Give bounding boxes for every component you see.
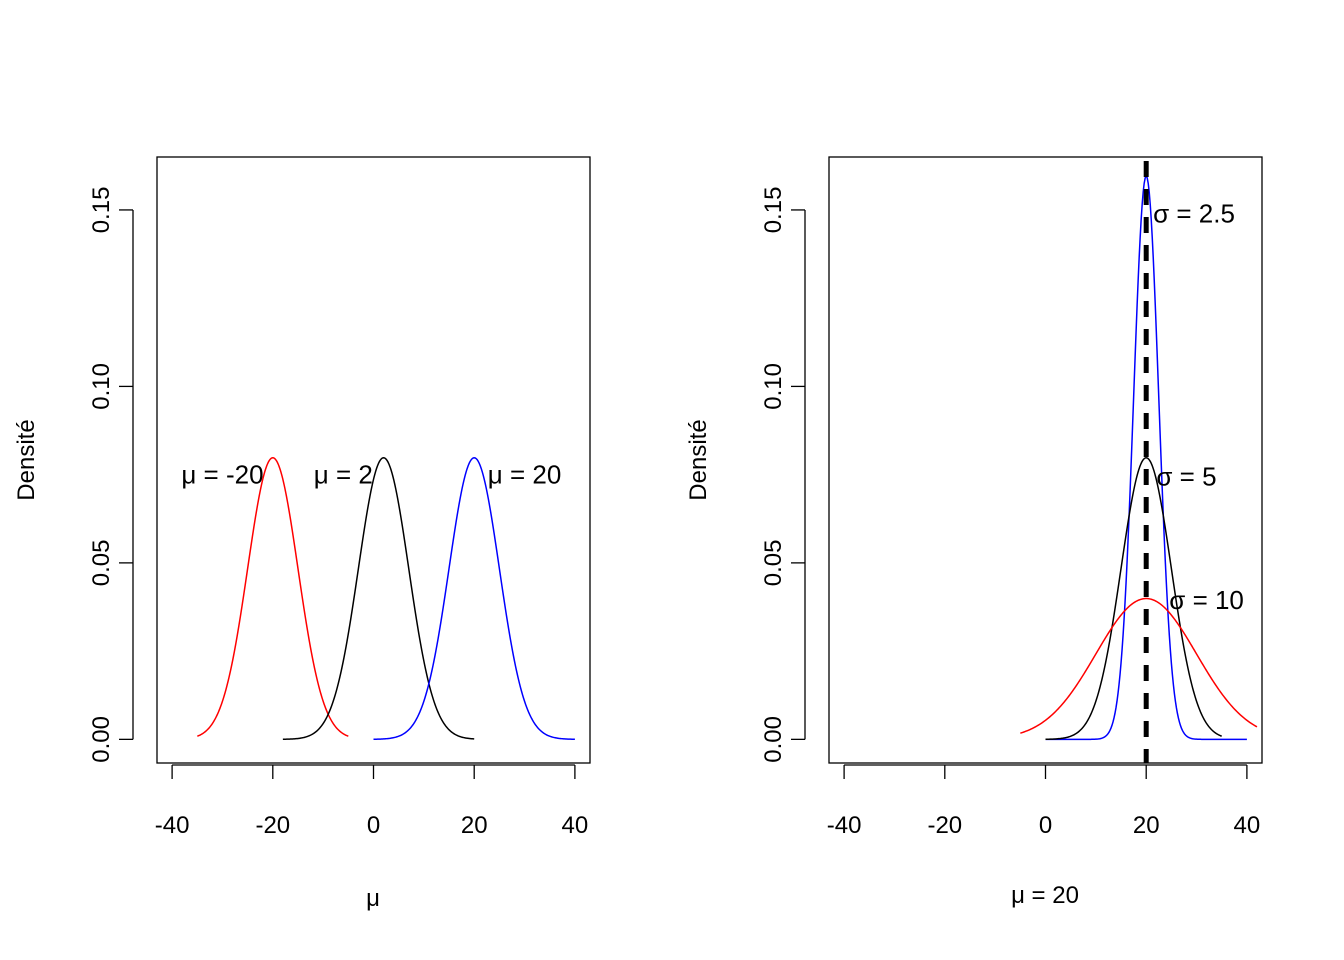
right-x-axis: -40 -20 0 20 40 xyxy=(827,764,1261,839)
density-curve xyxy=(373,456,575,741)
density-curve xyxy=(282,456,475,741)
x-tick-label: 40 xyxy=(562,812,589,839)
curve-annotation: σ = 2.5 xyxy=(1153,198,1235,228)
left-annotations: μ = -20 μ = 2 μ = 20 xyxy=(181,460,561,490)
left-curves xyxy=(197,456,575,741)
left-x-axis: -40 -20 0 20 40 xyxy=(155,764,589,839)
y-tick-label: 0.00 xyxy=(88,716,115,763)
x-tick-label: -40 xyxy=(827,812,862,839)
y-tick-label: 0.10 xyxy=(88,363,115,410)
left-y-axis-title: Densité xyxy=(13,419,40,500)
density-curve xyxy=(1020,597,1258,734)
right-annotations: σ = 2.5 σ = 5 σ = 10 xyxy=(1153,198,1244,614)
left-x-axis-title: μ xyxy=(366,885,380,912)
x-tick-label: 20 xyxy=(461,812,488,839)
curve-annotation: μ = -20 xyxy=(181,460,263,490)
curve-annotation: σ = 5 xyxy=(1156,461,1216,491)
y-tick-label: 0.10 xyxy=(760,363,787,410)
right-plot-frame xyxy=(828,156,1263,764)
left-plot-frame xyxy=(156,156,591,764)
left-y-axis: 0.00 0.05 0.10 0.15 xyxy=(88,187,134,763)
x-tick-label: -40 xyxy=(155,812,190,839)
x-tick-label: -20 xyxy=(255,812,290,839)
y-tick-label: 0.05 xyxy=(760,540,787,587)
left-panel: 0.000.050.100.15 -40 -20 0 20 40 μ = -20 μ = … xyxy=(13,156,591,912)
y-tick-label: 0.15 xyxy=(88,187,115,234)
x-tick-label: 0 xyxy=(367,812,380,839)
right-x-axis-title: μ = 20 xyxy=(1011,882,1079,909)
y-tick-label: 0.00 xyxy=(760,716,787,763)
x-tick-label: 40 xyxy=(1234,812,1261,839)
x-tick-label: -20 xyxy=(927,812,962,839)
right-y-axis: 0.00 0.05 0.10 0.15 xyxy=(760,187,806,763)
x-tick-label: 20 xyxy=(1133,812,1160,839)
right-y-axis-title: Densité xyxy=(685,419,712,500)
density-curve xyxy=(197,456,349,737)
right-panel: 0.000.050.100.15 -40 -20 0 20 40 σ = 2.5σ = … xyxy=(685,156,1263,909)
curve-annotation: σ = 10 xyxy=(1169,585,1244,615)
y-tick-label: 0.15 xyxy=(760,187,787,234)
x-tick-label: 0 xyxy=(1039,812,1052,839)
curve-annotation: μ = 2 xyxy=(314,460,373,490)
density-curve xyxy=(1045,457,1222,741)
y-tick-label: 0.05 xyxy=(88,540,115,587)
right-curves xyxy=(1020,161,1258,763)
curve-annotation: μ = 20 xyxy=(488,460,562,490)
